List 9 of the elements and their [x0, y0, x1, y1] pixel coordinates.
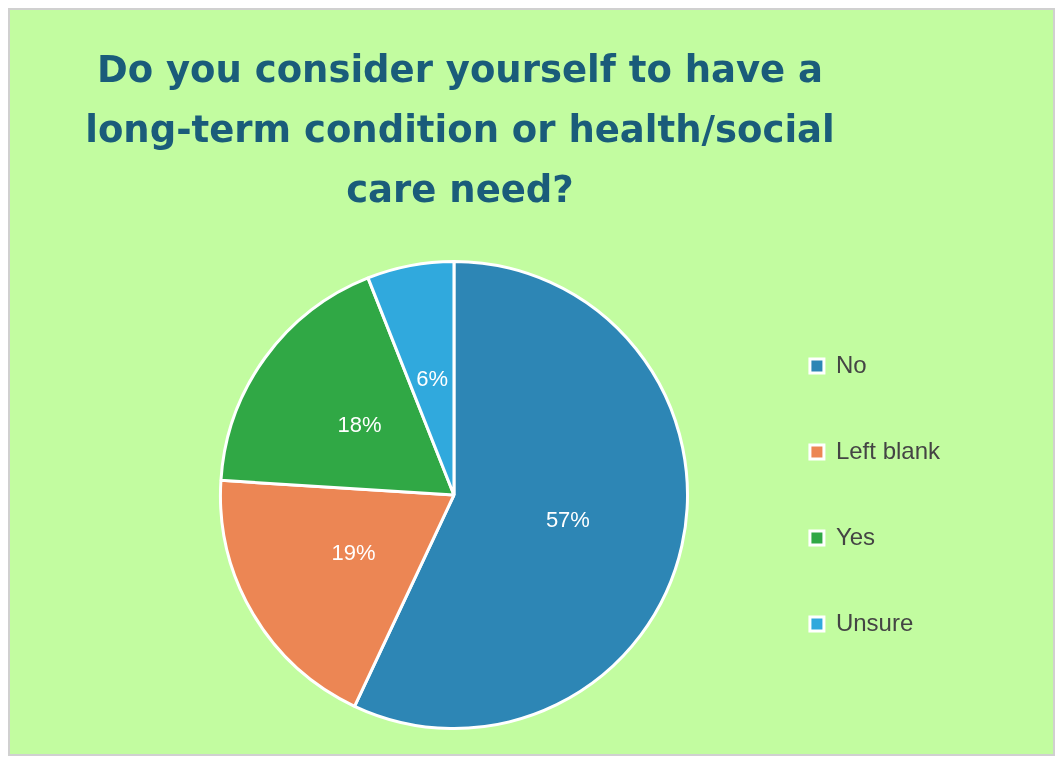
data-label: 57% [545, 506, 590, 532]
data-label: 19% [331, 540, 376, 566]
legend-label: Yes [835, 522, 876, 550]
legend-label: Left blank [835, 436, 941, 464]
chart-title: Do you consider yourself to have a long-term condition or health/social care need? [84, 47, 836, 213]
data-label: 18% [337, 412, 382, 438]
legend-label: No [835, 350, 867, 378]
legend-label: Unsure [835, 608, 914, 636]
data-label: 6% [416, 366, 448, 392]
